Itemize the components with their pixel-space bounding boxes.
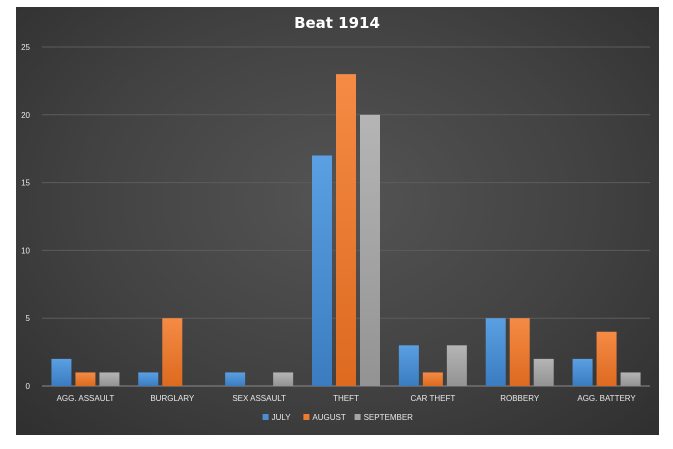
x-axis-category-labels: AGG. ASSAULT BURGLARY SEX ASSAULT THEFT CAR … bbox=[57, 394, 637, 403]
bar-july-theft bbox=[312, 155, 332, 386]
y-tick-label: 20 bbox=[21, 111, 30, 120]
bar-july-burglary bbox=[138, 372, 159, 386]
bar-august-theft bbox=[336, 74, 356, 387]
bars bbox=[51, 74, 641, 387]
y-axis-tick-labels: 0 5 10 15 20 25 bbox=[21, 43, 30, 391]
bar-august-burglary bbox=[162, 318, 183, 386]
x-category-label: AGG. BATTERY bbox=[577, 394, 636, 403]
legend-label-august: AUGUST bbox=[312, 413, 345, 422]
legend: JULY AUGUST SEPTEMBER bbox=[262, 413, 414, 422]
bar-september-car-theft bbox=[446, 345, 467, 386]
bar-september-robbery bbox=[533, 358, 554, 386]
x-category-label: SEX ASSAULT bbox=[232, 394, 286, 403]
y-tick-label: 10 bbox=[21, 246, 30, 255]
bar-september-theft bbox=[360, 114, 380, 387]
x-category-label: BURGLARY bbox=[150, 394, 195, 403]
legend-swatch-august bbox=[303, 414, 310, 420]
legend-label-july: JULY bbox=[272, 413, 292, 422]
legend-label-september: SEPTEMBER bbox=[364, 413, 414, 422]
bar-september-agg-battery bbox=[620, 372, 641, 386]
x-category-label: AGG. ASSAULT bbox=[57, 394, 115, 403]
bar-august-robbery bbox=[509, 318, 530, 386]
bar-july-agg-assault bbox=[51, 358, 72, 386]
bar-september-sex-assault bbox=[273, 372, 294, 386]
bar-august-agg-battery bbox=[596, 331, 617, 386]
bar-august-car-theft bbox=[422, 372, 443, 386]
bar-july-agg-battery bbox=[572, 358, 593, 386]
y-tick-label: 15 bbox=[21, 179, 30, 188]
bar-july-car-theft bbox=[398, 345, 419, 386]
bar-july-robbery bbox=[485, 318, 506, 386]
y-tick-label: 25 bbox=[21, 43, 30, 52]
x-category-label: ROBBERY bbox=[500, 394, 540, 403]
bar-september-agg-assault bbox=[99, 372, 120, 386]
y-tick-label: 0 bbox=[26, 382, 31, 391]
chart-area: Beat 1914 0 5 10 15 20 25 AGG. ASSAULT BURGLAR… bbox=[16, 7, 659, 435]
legend-swatch-september bbox=[354, 414, 361, 420]
chart-title: Beat 1914 bbox=[294, 14, 380, 32]
legend-swatch-july bbox=[262, 414, 269, 420]
bar-july-sex-assault bbox=[225, 372, 246, 386]
bar-august-agg-assault bbox=[75, 372, 96, 386]
x-category-label: THEFT bbox=[333, 394, 359, 403]
bar-chart: Beat 1914 0 5 10 15 20 25 AGG. ASSAULT BURGLAR… bbox=[21, 14, 650, 422]
x-category-label: CAR THEFT bbox=[410, 394, 455, 403]
y-tick-label: 5 bbox=[26, 314, 31, 323]
